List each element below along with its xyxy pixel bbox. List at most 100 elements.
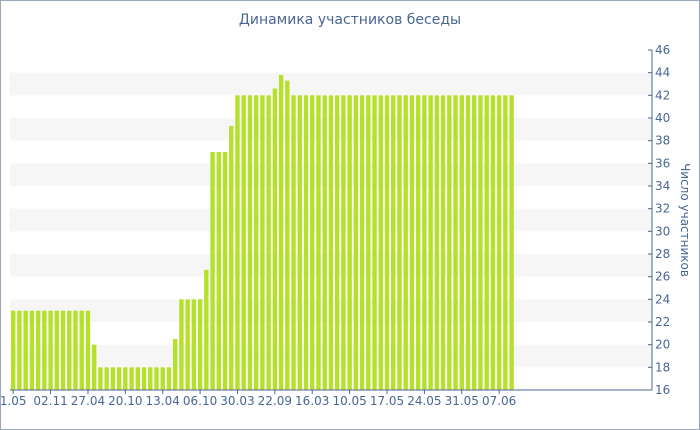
x-tick-label: 20.10	[108, 394, 142, 408]
bar	[353, 95, 359, 390]
bar	[17, 310, 22, 390]
bar	[334, 95, 340, 390]
y-tick-label: 36	[655, 156, 670, 170]
bar	[60, 310, 66, 390]
bar	[397, 95, 402, 390]
bar	[191, 299, 197, 390]
bar	[29, 310, 35, 390]
bar	[79, 310, 84, 390]
bar	[172, 339, 178, 390]
x-tick-label: 24.05	[407, 394, 441, 408]
y-axis-label: Число участников	[678, 163, 692, 277]
bar	[42, 310, 47, 390]
bar	[48, 310, 53, 390]
x-axis: 1.05 02.11 27.04 20.10 13.04 06.10 30.03 22.09 1…	[0, 389, 652, 408]
bar	[422, 95, 427, 390]
y-tick-label: 22	[655, 315, 670, 329]
bar	[129, 367, 134, 390]
x-tick-label: 16.03	[295, 394, 329, 408]
bar	[241, 95, 246, 390]
bar	[316, 95, 321, 390]
y-tick-label: 38	[655, 134, 670, 148]
bar	[197, 299, 203, 390]
bar	[116, 367, 122, 390]
x-tick-label: 02.11	[33, 394, 67, 408]
bar	[478, 95, 483, 390]
bar	[135, 367, 140, 390]
bar	[322, 95, 327, 390]
bar	[73, 310, 78, 390]
y-tick-label: 18	[655, 360, 670, 374]
bar	[35, 310, 41, 390]
y-tick-label: 44	[655, 66, 670, 80]
chart-title: Динамика участников беседы	[238, 12, 462, 28]
bar	[204, 269, 209, 390]
y-tick-label: 20	[655, 338, 670, 352]
y-tick-label: 26	[655, 270, 670, 284]
bar	[272, 88, 278, 390]
bar	[141, 367, 147, 390]
bar	[496, 95, 502, 390]
bar	[440, 95, 446, 390]
bar	[160, 367, 165, 390]
bar	[91, 344, 97, 390]
bar	[260, 95, 265, 390]
bar	[229, 125, 234, 391]
bar	[490, 95, 496, 390]
y-axis: 16 18 20 22 24 26 28 30 32 34 36 38 40 42 44 46	[648, 43, 670, 397]
y-tick-label: 28	[655, 247, 670, 261]
bar	[297, 95, 302, 390]
bar	[310, 95, 315, 390]
bar	[347, 95, 352, 390]
bar	[472, 95, 477, 390]
bar	[123, 367, 128, 390]
bars	[11, 74, 514, 391]
bar	[235, 95, 240, 390]
bar	[415, 95, 421, 390]
bar	[403, 95, 408, 390]
x-tick-label: 06.10	[183, 394, 217, 408]
bar	[85, 310, 91, 390]
bar	[247, 95, 253, 390]
bar	[341, 95, 346, 390]
bar	[266, 95, 271, 390]
bar	[148, 367, 153, 390]
x-tick-label: 13.04	[146, 394, 180, 408]
x-tick-label: 10.05	[332, 394, 366, 408]
y-tick-label: 30	[655, 224, 670, 238]
bar	[447, 95, 452, 390]
bar	[391, 95, 396, 390]
bar	[372, 95, 377, 390]
bar	[179, 299, 184, 390]
bar	[98, 367, 103, 390]
bar	[222, 152, 228, 390]
bar	[67, 310, 72, 390]
bar	[104, 367, 109, 390]
bar	[409, 95, 415, 390]
bar	[328, 95, 334, 390]
x-tick-label: 07.06	[482, 394, 516, 408]
bar	[291, 95, 296, 390]
bar	[285, 80, 290, 390]
bar	[465, 95, 471, 390]
bar	[453, 95, 458, 390]
bar	[503, 95, 508, 390]
x-tick-label: 1.05	[0, 394, 27, 408]
bar	[359, 95, 365, 390]
bar	[23, 310, 28, 390]
bar	[110, 367, 116, 390]
bar	[210, 152, 215, 390]
y-tick-label: 40	[655, 111, 670, 125]
bar	[428, 95, 433, 390]
bar	[54, 310, 60, 390]
bar	[509, 95, 514, 390]
y-tick-label: 34	[655, 179, 670, 193]
x-tick-label: 31.05	[445, 394, 479, 408]
bar	[253, 95, 259, 390]
y-tick-label: 24	[655, 292, 670, 306]
bar	[185, 299, 190, 390]
bar	[278, 74, 284, 391]
bar	[154, 367, 159, 390]
bar	[484, 95, 489, 390]
